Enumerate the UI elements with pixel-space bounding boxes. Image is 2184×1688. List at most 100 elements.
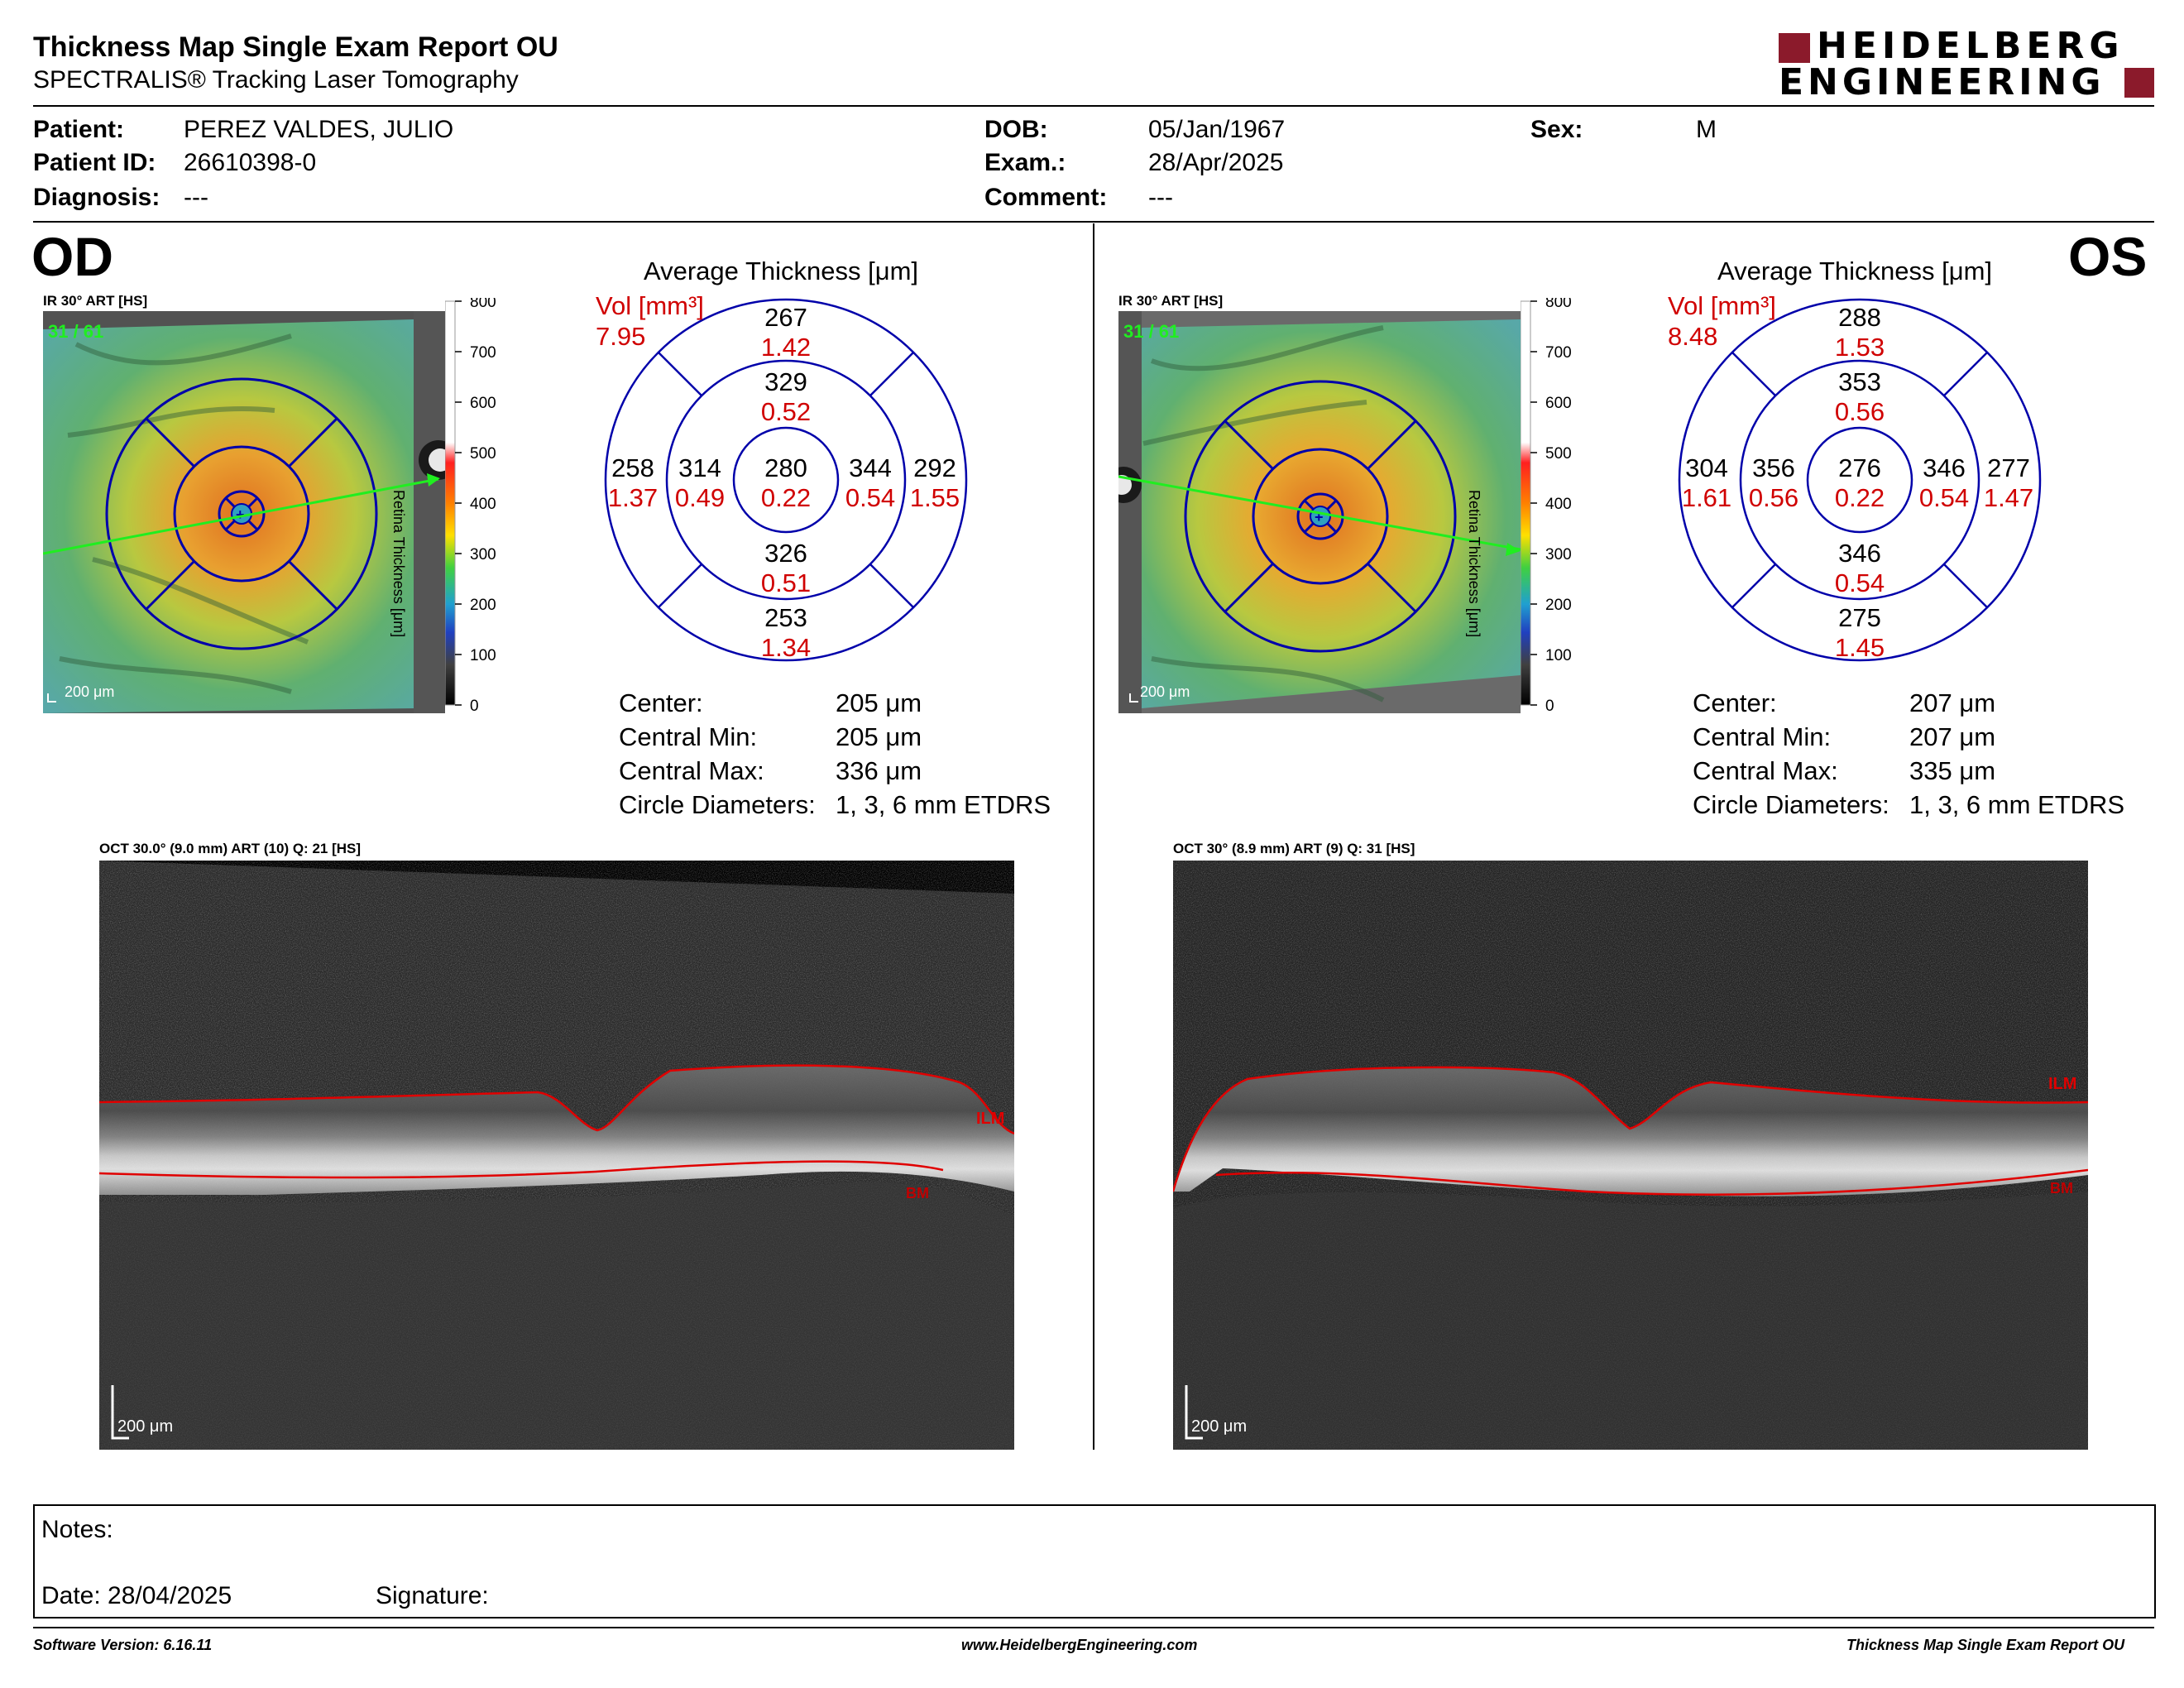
logo-line-2: ENGINEERING: [1779, 61, 2105, 103]
scale-tick-label: 800: [1545, 298, 1572, 311]
date-label: Date: 28/04/2025: [41, 1582, 232, 1609]
report-subtitle: SPECTRALIS® Tracking Laser Tomography: [33, 66, 519, 94]
od-scale-ticks: 800 700 600 500 400 300 200 100 0: [455, 294, 496, 715]
scale-tick-label: 400: [470, 496, 496, 513]
signature-label: Signature:: [376, 1582, 489, 1609]
heidelberg-logo: HEIDELBERG ENGINEERING: [1779, 26, 2155, 103]
scale-tick-label: 300: [1545, 546, 1572, 563]
scale-tick-label: 700: [1545, 344, 1572, 362]
os-ir-scalebar: 200 μm: [1140, 683, 1190, 700]
od-etdrs-grid: [596, 290, 976, 670]
od-avg-title: Average Thickness [μm]: [644, 257, 919, 285]
od-stat-min-label: Central Min:: [619, 722, 758, 751]
diagnosis-label: Diagnosis:: [33, 184, 160, 211]
od-stat-min-value: 205 μm: [836, 722, 922, 751]
os-frame-count: 31 / 61: [1123, 321, 1179, 342]
scale-tick-label: 600: [470, 395, 496, 412]
sex-label: Sex:: [1530, 116, 1583, 143]
exam-value: 28/Apr/2025: [1148, 149, 1284, 176]
od-fundus-thickness-map: + 31 / 61 200 μm: [42, 311, 458, 713]
os-stat-center-label: Center:: [1693, 688, 1777, 717]
od-vol-total: 7.95: [596, 322, 646, 351]
scale-tick-label: 100: [470, 647, 496, 664]
scale-tick-label: 100: [1545, 647, 1572, 664]
od-stat-center-value: 205 μm: [836, 688, 922, 717]
dob-label: DOB:: [984, 116, 1048, 143]
os-etdrs-grid: [1669, 290, 2050, 670]
os-thickness-color-scale: 800 700 600 500 400 300 200 100 0: [1520, 294, 1612, 728]
os-avg-title: Average Thickness [μm]: [1717, 257, 1993, 285]
scale-tick-label: 0: [470, 698, 479, 715]
os-scale-ticks: 800 700 600 500 400 300 200 100 0: [1530, 294, 1572, 715]
od-oct-scalebar: 200 μm: [117, 1417, 173, 1436]
center-divider: [1093, 223, 1094, 1450]
svg-text:+: +: [1315, 509, 1324, 525]
od-ir-caption: IR 30° ART [HS]: [43, 293, 148, 309]
od-frame-count: 31 / 61: [48, 321, 103, 342]
footer-software: Software Version: 6.16.11: [33, 1637, 213, 1653]
os-stat-min-label: Central Min:: [1693, 722, 1832, 751]
scale-tick-label: 500: [1545, 445, 1572, 463]
scale-tick-label: 300: [470, 546, 496, 563]
diagnosis-value: ---: [184, 184, 208, 211]
od-thickness-color-scale: 800 700 600 500 400 300 200 100 0: [444, 294, 536, 728]
sex-value: M: [1696, 116, 1717, 143]
os-ir-caption: IR 30° ART [HS]: [1118, 293, 1224, 309]
scale-tick-label: 500: [470, 445, 496, 463]
od-oct-bscan: ILM BM 200 μm: [98, 861, 1015, 1450]
comment-value: ---: [1148, 184, 1173, 211]
os-ilm-label: ILM: [2048, 1075, 2076, 1093]
os-eye-label: OS: [2068, 226, 2148, 287]
footer-rule: [33, 1627, 2154, 1628]
os-oct-bscan: ILM BM 200 μm: [1171, 861, 2089, 1450]
od-stat-center-label: Center:: [619, 688, 703, 717]
od-eye-label: OD: [31, 226, 113, 287]
os-stat-center-value: 207 μm: [1909, 688, 1996, 717]
os-stat-diam-label: Circle Diameters:: [1693, 790, 1889, 819]
od-ir-scalebar: 200 μm: [65, 683, 114, 700]
patient-value: PEREZ VALDES, JULIO: [184, 116, 454, 143]
os-vol-label: Vol [mm³]: [1668, 291, 1776, 320]
scale-tick-label: 600: [1545, 395, 1572, 412]
scale-tick-label: 700: [470, 344, 496, 362]
os-fundus-thickness-map: + 31 / 61 200 μm: [1105, 311, 1521, 713]
scale-tick-label: 800: [470, 298, 496, 311]
footer-report: Thickness Map Single Exam Report OU: [1846, 1637, 2125, 1653]
dob-value: 05/Jan/1967: [1148, 116, 1286, 143]
os-stat-min-value: 207 μm: [1909, 722, 1996, 751]
scale-tick-label: 200: [1545, 597, 1572, 614]
os-vol-total: 8.48: [1668, 322, 1718, 351]
exam-label: Exam.:: [984, 149, 1066, 176]
os-oct-scalebar: 200 μm: [1191, 1417, 1247, 1436]
notes-box[interactable]: Notes: Date: 28/04/2025 Signature:: [33, 1504, 2156, 1618]
os-stat-diam-value: 1, 3, 6 mm ETDRS: [1909, 790, 2125, 819]
notes-label: Notes:: [41, 1516, 113, 1543]
od-stat-diam-label: Circle Diameters:: [619, 790, 816, 819]
svg-text:+: +: [236, 506, 245, 523]
report-title: Thickness Map Single Exam Report OU: [33, 31, 558, 63]
scale-tick-label: 400: [1545, 496, 1572, 513]
od-oct-caption: OCT 30.0° (9.0 mm) ART (10) Q: 21 [HS]: [99, 841, 362, 856]
od-stat-max-label: Central Max:: [619, 756, 764, 785]
patient-id-label: Patient ID:: [33, 149, 156, 176]
patient-rule: [33, 221, 2154, 223]
od-vol-label: Vol [mm³]: [596, 291, 704, 320]
od-bm-label: BM: [906, 1185, 929, 1201]
os-scale-label: Retina Thickness [μm]: [1466, 490, 1482, 638]
os-stat-max-value: 335 μm: [1909, 756, 1996, 785]
od-ilm-label: ILM: [976, 1110, 1004, 1128]
od-stat-diam-value: 1, 3, 6 mm ETDRS: [836, 790, 1051, 819]
logo-line-1: HEIDELBERG: [1817, 25, 2124, 67]
scale-tick-label: 200: [470, 597, 496, 614]
footer-website[interactable]: www.HeidelbergEngineering.com: [961, 1637, 1198, 1653]
od-stat-max-value: 336 μm: [836, 756, 922, 785]
header-rule: [33, 105, 2154, 107]
scale-tick-label: 0: [1545, 698, 1554, 715]
os-stat-max-label: Central Max:: [1693, 756, 1838, 785]
comment-label: Comment:: [984, 184, 1108, 211]
patient-label: Patient:: [33, 116, 125, 143]
patient-id-value: 26610398-0: [184, 149, 317, 176]
os-bm-label: BM: [2050, 1180, 2073, 1196]
od-scale-label: Retina Thickness [μm]: [390, 490, 407, 638]
os-oct-caption: OCT 30° (8.9 mm) ART (9) Q: 31 [HS]: [1173, 841, 1415, 856]
